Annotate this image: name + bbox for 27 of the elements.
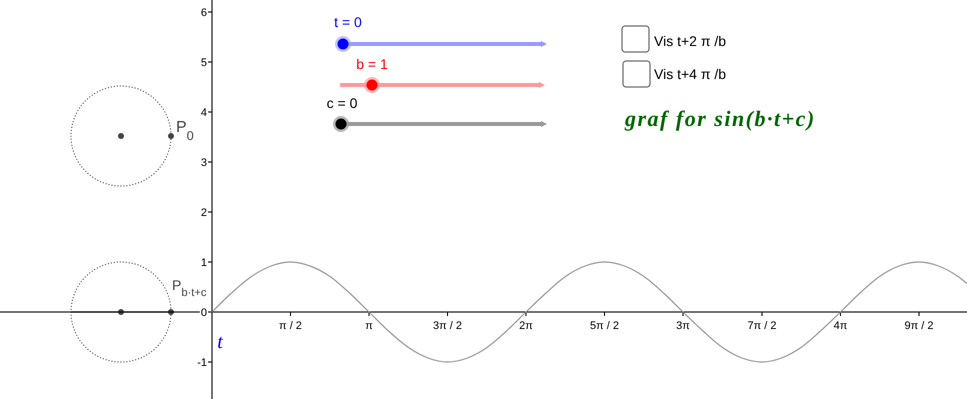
y-tick-label: 2 (200, 207, 207, 219)
annotation: Vis t+2 π /b (654, 33, 726, 49)
annotation: b = 1 (356, 56, 388, 72)
annotation: P$_{b·t+c}$ (172, 277, 207, 299)
y-tick-label: 3 (200, 157, 207, 169)
x-axis-title: t (217, 331, 224, 353)
y-tick-label: 0 (200, 307, 207, 319)
annotation: Vis t+4 π /b (654, 66, 726, 82)
x-tick-label: 3π / 2 (433, 320, 462, 332)
y-tick-label: 1 (200, 257, 207, 269)
x-tick-label: 2π (519, 320, 534, 332)
annotation: t = 0 (334, 14, 362, 30)
y-tick-label: 4 (200, 107, 207, 119)
x-tick-label: π / 2 (279, 320, 302, 332)
annotation: c = 0 (326, 95, 358, 111)
x-tick-label: 7π / 2 (748, 320, 776, 332)
x-tick-label: π (365, 320, 374, 332)
line-series (211, 261, 967, 363)
x-tick-label: 4π (834, 320, 848, 332)
annotation: P$_{0}$ (176, 119, 194, 142)
y-tick-label: 6 (200, 7, 207, 19)
x-tick-label: 9π / 2 (904, 320, 934, 332)
x-tick-label: 5π / 2 (590, 320, 619, 332)
y-tick-label: -1 (197, 357, 207, 369)
y-tick-label: 5 (200, 57, 207, 69)
text: graf for sin(b·t+c) (624, 106, 816, 131)
x-tick-label: 3π (676, 320, 690, 332)
